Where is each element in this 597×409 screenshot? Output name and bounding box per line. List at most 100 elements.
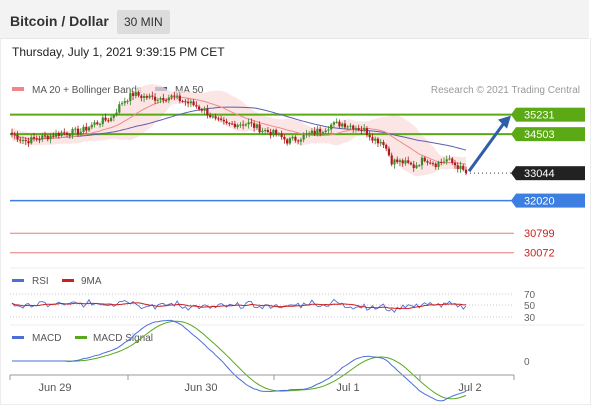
ma50-line [11,106,467,151]
candle-body [239,124,242,126]
candle-body [115,112,118,116]
candle-body [19,139,22,141]
candle-body [330,124,333,130]
candle-body [277,133,280,135]
macd-signal-legend-swatch [75,336,87,339]
candle-body [211,116,214,118]
candle-body [407,160,410,163]
candle-body [253,123,256,128]
candle-body [142,96,146,98]
candle-body [376,138,380,144]
candle-body [415,165,418,168]
candle-body [151,95,154,97]
rsi-ma-legend-swatch [62,279,74,282]
price-level-label: 33044 [524,168,555,180]
candle-body [52,135,55,137]
candle-body [49,135,52,140]
candle-body [24,139,27,141]
candle-body [412,164,415,168]
price-level-label: 30799 [524,228,555,240]
x-tick-label: Jul 1 [336,382,359,394]
candle-body [236,124,239,128]
price-level-box [516,107,585,122]
candle-body [38,139,41,141]
macd-legend-label: MACD [32,333,61,344]
rsi-level-label: 70 [524,290,536,301]
price-level-pointer [511,107,516,122]
candle-body [170,95,173,98]
candle-body [327,129,330,131]
candle-body [192,101,195,106]
candle-body [360,130,363,132]
price-level-label: 32020 [524,196,555,208]
candle-body [98,124,102,126]
candle-body [390,155,393,165]
candle-body [431,163,435,165]
candle-body [321,132,325,134]
candle-body [46,135,49,140]
candle-body [167,97,170,101]
candle-body [242,124,245,126]
candle-body [346,126,349,128]
candle-body [231,123,234,125]
candle-body [162,98,165,101]
candle-body [107,120,110,122]
candle-body [401,160,404,164]
candle-body [374,138,377,141]
candle-body [220,118,223,120]
candle-body [280,133,283,137]
candle-body [387,148,391,156]
candle-body [379,142,382,144]
macd-signal-line [12,320,467,400]
candle-body [16,135,19,140]
candle-body [429,162,432,164]
candle-body [93,122,96,125]
candle-body [365,128,369,136]
timeframe-button[interactable]: 30 MIN [117,10,170,34]
candle-body [324,130,327,133]
candle-body [335,121,338,123]
legend-label: MA 20 + Bollinger Bands [32,85,142,96]
instrument-title: Bitcoin / Dollar [10,13,109,29]
candle-body [104,117,107,121]
price-level-label: 35231 [524,110,555,122]
candle-body [459,165,462,169]
candle-body [209,115,212,118]
price-level-box [516,193,585,208]
candle-body [266,130,269,132]
candle-body [32,137,36,139]
legend-label: MA 50 [175,85,204,96]
price-level-label: 30072 [524,248,555,260]
x-tick-label: Jul 2 [458,382,481,394]
candle-body [286,139,289,144]
candle-body [269,131,272,136]
candle-body [456,165,459,169]
candle-body [175,95,179,97]
candle-body [341,123,344,127]
candle-body [134,92,137,96]
ma20-line [11,96,467,165]
candle-body [54,133,58,137]
candle-body [261,130,264,133]
candle-body [30,137,33,144]
candle-body [418,165,421,167]
candle-body [27,140,30,144]
candle-body [305,133,308,135]
macd-signal-legend-label: MACD Signal [93,333,153,344]
candle-body [382,142,385,145]
candle-body [189,101,192,104]
candle-body [13,134,16,136]
candle-body [310,130,314,134]
credit-label: Research © 2021 Trading Central [431,85,580,96]
candle-body [354,128,358,130]
candle-body [426,161,429,163]
rsi-line [11,298,467,313]
candle-body [21,139,25,141]
rsi-legend-swatch [12,279,24,282]
forecast-arrow-line [467,120,507,173]
candle-body [272,129,275,136]
candle-body [319,128,322,133]
candle-body [250,122,253,124]
candle-body [181,101,184,103]
candle-body [291,136,294,139]
